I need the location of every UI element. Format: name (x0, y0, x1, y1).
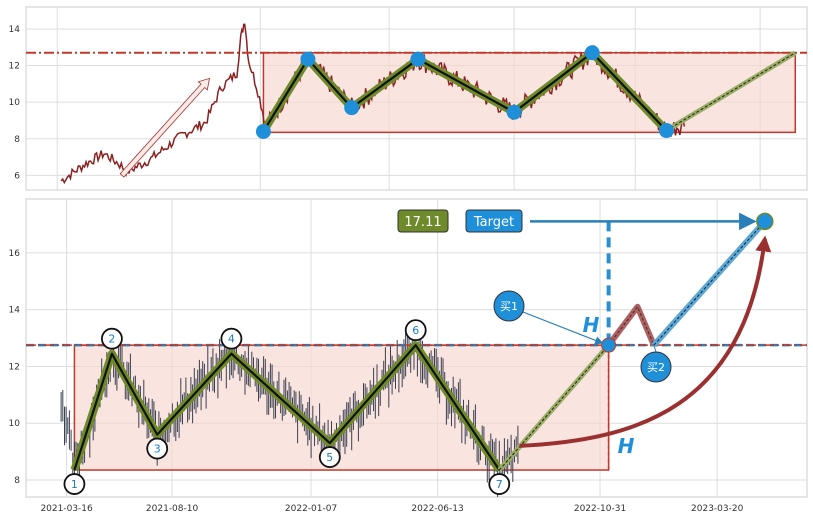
top-panel: 6 8 10 12 14 (9, 6, 808, 191)
top-y-tick-label: 14 (9, 25, 21, 35)
buy1-label: 买1 (500, 300, 518, 313)
top-range-box (262, 52, 797, 134)
x-axis: 2021-03-16 2021-08-10 2022-01-07 2022-06-13… (40, 504, 743, 514)
x-tick-label: 2022-01-07 (285, 504, 337, 514)
buy1-pointer (522, 311, 604, 345)
buy2-label: 买2 (647, 361, 665, 374)
pivot-label: 3 (154, 443, 161, 456)
top-projection-inner (666, 52, 796, 131)
top-pivot-marker (300, 51, 316, 67)
height-label-lower: H (618, 434, 635, 458)
bottom-y-tick-label: 8 (14, 476, 20, 486)
top-pivot-marker (410, 51, 426, 67)
target-value-text: 17.11 (404, 215, 441, 230)
top-y-tick-label: 6 (14, 171, 20, 181)
x-tick-label: 2022-10-31 (574, 504, 626, 514)
target-marker (756, 212, 774, 231)
pivot-label: 5 (326, 451, 333, 464)
pivot-label: 6 (412, 324, 419, 337)
bottom-breakout-inner (498, 344, 610, 471)
target-label-text: Target (473, 215, 514, 230)
top-pivot-marker (255, 123, 271, 139)
pivot-label-circle (63, 473, 86, 495)
buy1-bubble (493, 290, 525, 322)
bottom-retest-inner (608, 305, 655, 346)
x-tick-label: 2022-06-13 (411, 504, 463, 514)
bottom-target-inner (653, 221, 766, 346)
x-tick-label: 2021-08-10 (146, 504, 199, 514)
top-y-tick-label: 8 (14, 135, 20, 145)
pivot-label-circle (318, 446, 341, 468)
target-label-box (465, 209, 523, 233)
bottom-y-tick-label: 10 (9, 419, 21, 429)
buy2-bubble (640, 351, 672, 383)
pivot-label-circle (488, 473, 511, 495)
pivot-label: 7 (496, 478, 503, 491)
pivot-label-circle (101, 327, 123, 350)
pivot-label-circle (220, 327, 243, 350)
x-tick-label: 2023-03-20 (691, 504, 744, 514)
pivot-label-circle (404, 319, 427, 342)
bottom-y-tick-label: 14 (9, 306, 21, 316)
pivot-label: 4 (228, 333, 235, 346)
top-trend-arrow (119, 77, 211, 178)
top-pivot-marker (584, 45, 600, 61)
pivot-label: 1 (71, 478, 78, 491)
x-tick-label: 2021-03-16 (40, 504, 93, 514)
top-pivot-marker (344, 100, 360, 116)
bottom-y-tick-label: 12 (9, 362, 20, 372)
top-y-tick-label: 12 (9, 62, 20, 72)
height-label-upper: H (583, 313, 600, 337)
buy2-pointer (653, 345, 657, 353)
bottom-y-tick-label: 16 (9, 249, 21, 259)
top-y-tick-label: 10 (9, 98, 21, 108)
pivot-label: 2 (108, 333, 115, 346)
breakout-marker (601, 337, 617, 353)
target-value-box (397, 209, 449, 233)
pivot-label-circle (146, 437, 169, 460)
bottom-zigzag-inner (73, 344, 501, 471)
top-pivot-marker (658, 123, 674, 139)
top-pivot-marker (506, 104, 522, 120)
projection-curve-arrow (519, 235, 772, 448)
